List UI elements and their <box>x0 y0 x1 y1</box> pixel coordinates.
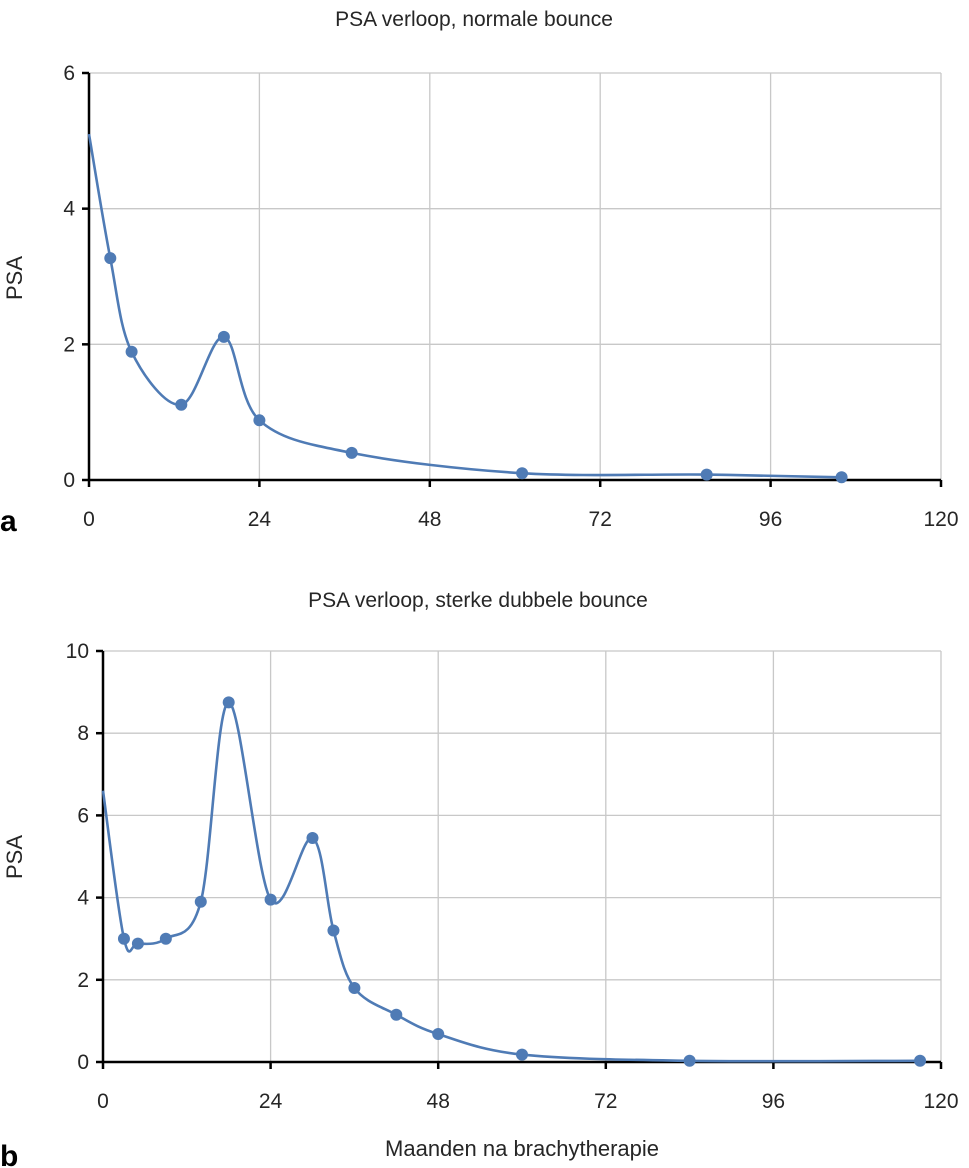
data-point <box>194 895 207 908</box>
data-point <box>159 932 172 945</box>
data-point <box>683 1054 696 1067</box>
data-point <box>104 252 117 265</box>
x-tick-label: 48 <box>418 508 441 531</box>
x-tick-label: 72 <box>594 1090 617 1113</box>
series-line <box>101 701 921 1063</box>
data-point <box>835 471 848 484</box>
series-b <box>101 696 927 1067</box>
y-tick-label: 0 <box>63 469 75 492</box>
data-point <box>117 932 130 945</box>
x-tick-label: 120 <box>923 1090 958 1113</box>
data-point <box>253 414 266 427</box>
y-tick-label: 8 <box>77 722 89 745</box>
data-point <box>348 982 361 995</box>
axes-a <box>82 71 943 487</box>
y-tick-label: 4 <box>63 198 75 221</box>
y-axis-label-a: PSA <box>2 256 27 300</box>
x-tick-label: 24 <box>248 508 272 531</box>
y-tick-label: 0 <box>77 1051 89 1074</box>
data-point <box>432 1028 445 1041</box>
data-point <box>222 696 235 709</box>
y-tick-label: 6 <box>63 62 75 85</box>
data-point <box>175 398 188 411</box>
data-point <box>700 468 713 481</box>
chart-panel-b: PSA verloop, sterke dubbele bounce PSA M… <box>0 589 959 1168</box>
gridlines-b <box>103 650 942 1062</box>
y-tick-label: 2 <box>63 333 75 356</box>
data-point <box>217 330 230 343</box>
x-tick-label: 48 <box>427 1090 450 1113</box>
data-point <box>125 345 138 358</box>
x-tick-label: 72 <box>589 508 612 531</box>
data-point <box>264 893 277 906</box>
data-point <box>914 1054 927 1067</box>
series-line <box>87 133 842 479</box>
gridlines-a <box>89 72 942 480</box>
chart-title-a: PSA verloop, normale bounce <box>335 8 613 31</box>
y-tick-label: 6 <box>77 804 89 827</box>
y-axis-label-b: PSA <box>2 835 27 879</box>
x-tick-label: 24 <box>259 1090 283 1113</box>
series-a <box>87 133 848 484</box>
y-tick-label: 10 <box>66 640 89 663</box>
chart-title-b: PSA verloop, sterke dubbele bounce <box>308 589 648 612</box>
data-point <box>516 467 529 480</box>
panel-letter-b: b <box>0 1140 18 1168</box>
x-tick-label: 120 <box>923 508 958 531</box>
data-point <box>390 1008 403 1021</box>
panel-letter-a: a <box>0 505 17 538</box>
data-point <box>131 937 144 950</box>
y-tick-label: 4 <box>77 887 89 910</box>
data-point <box>306 832 319 845</box>
data-point <box>516 1048 528 1061</box>
x-tick-label: 0 <box>83 508 95 531</box>
x-tick-label: 96 <box>759 508 782 531</box>
x-tick-label: 0 <box>97 1090 109 1113</box>
x-tick-label: 96 <box>762 1090 785 1113</box>
x-axis-label-b: Maanden na brachytherapie <box>385 1136 659 1161</box>
data-point <box>327 924 340 937</box>
data-point <box>345 446 358 459</box>
y-tick-label: 2 <box>77 969 89 992</box>
